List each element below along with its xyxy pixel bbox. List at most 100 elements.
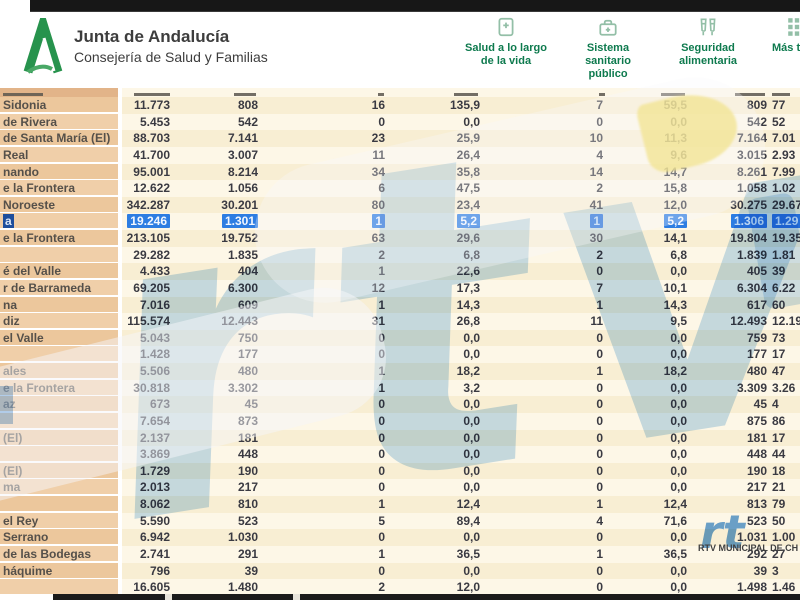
stat-cell[interactable]: 2 [596,181,603,196]
stat-cell[interactable]: 1.839 [736,247,767,262]
stat-cell[interactable]: 23 [371,131,385,146]
stat-cell[interactable]: 6 [378,181,385,196]
stat-cell[interactable]: 0 [596,347,603,362]
stat-cell[interactable]: 0 [596,413,603,428]
table-row[interactable]: Real 41.700 3.007 11 26,4 4 9,6 3.015 2.93 [0,146,800,164]
stat-cell[interactable]: 0 [378,413,385,428]
stat-cell[interactable]: 7.99 [772,164,796,179]
stat-cell[interactable]: 6.304 [736,280,767,295]
stat-cell[interactable]: 8.062 [139,497,170,512]
stat-cell[interactable]: 759 [746,330,767,345]
stat-cell[interactable]: 3.015 [736,147,767,162]
stat-cell[interactable]: 5.453 [139,114,170,129]
table-row[interactable]: Sidonia 11.773 808 16 135,9 7 59,5 809 77 [0,97,800,114]
stat-cell[interactable]: 86 [772,413,786,428]
stat-cell[interactable]: 0 [596,380,603,395]
stat-cell[interactable]: 3.309 [736,380,767,395]
stat-cell[interactable]: 1.729 [139,463,170,478]
stat-cell[interactable]: 14,3 [456,297,480,312]
stat-cell[interactable]: 177 [746,347,767,362]
stat-cell[interactable]: 3.26 [772,380,796,395]
stat-cell[interactable]: 5.590 [139,513,170,528]
stat-cell[interactable]: 0,0 [463,463,480,478]
stat-cell[interactable]: 3.869 [139,447,170,462]
stat-cell[interactable]: 1.81 [772,247,796,262]
table-row[interactable]: e la Frontera 12.622 1.056 6 47,5 2 15,8 1.058 1… [0,180,800,198]
stat-cell[interactable]: 0,0 [463,447,480,462]
stat-cell[interactable]: 0,0 [670,264,687,279]
stat-cell[interactable]: 405 [746,264,767,279]
stat-cell[interactable]: 7.01 [772,131,796,146]
stat-cell[interactable]: 88.703 [133,131,170,146]
stat-cell[interactable]: 0,0 [463,347,480,362]
stat-cell[interactable]: 6,8 [670,247,687,262]
stat-cell[interactable]: 1.030 [227,530,258,545]
stat-cell[interactable]: 750 [237,330,258,345]
stat-cell[interactable]: 0,0 [463,480,480,495]
stat-cell[interactable]: 12 [371,280,385,295]
stat-cell[interactable]: 7 [596,280,603,295]
stat-cell[interactable]: 47,5 [456,181,480,196]
stat-cell[interactable]: 47 [772,364,786,379]
table-row[interactable]: 1.428 177 0 0,0 0 0,0 177 17 [0,346,800,364]
stat-cell[interactable]: 1.00 [772,530,796,545]
stat-cell[interactable]: 41 [589,197,603,212]
stat-cell[interactable]: 11.773 [133,98,170,112]
stat-cell[interactable]: 1.480 [227,580,258,595]
stat-cell[interactable]: 0,0 [463,530,480,545]
stat-cell[interactable]: 7.654 [139,413,170,428]
stat-cell[interactable]: 7.141 [227,131,258,146]
stat-cell[interactable]: 12.19 [772,314,800,329]
stat-cell[interactable]: 0,0 [463,413,480,428]
stat-cell[interactable]: 19.804 [730,231,767,246]
stat-cell[interactable]: 5.043 [139,330,170,345]
stat-cell[interactable]: 25,9 [456,131,480,146]
stat-cell[interactable]: 36,5 [456,547,480,561]
stat-cell[interactable]: 875 [746,413,767,428]
stat-cell[interactable]: 69.205 [133,280,170,295]
stat-cell[interactable]: 0 [596,397,603,412]
stat-cell[interactable]: 0,0 [670,413,687,428]
stat-cell[interactable]: 1 [596,547,603,561]
stat-cell[interactable]: 19.35 [772,231,800,246]
stat-cell[interactable]: 617 [746,297,767,312]
stat-cell[interactable]: 609 [237,297,258,312]
stat-cell[interactable]: 7 [596,98,603,112]
municipality-name-cell[interactable]: háquime [0,562,118,579]
stat-cell[interactable]: 0 [596,447,603,462]
stat-cell[interactable]: 7.164 [736,131,767,146]
stat-cell[interactable]: 31 [371,314,385,329]
stat-cell[interactable]: 0,0 [463,330,480,345]
stat-cell[interactable]: 404 [237,264,258,279]
stat-cell[interactable]: 1.428 [139,347,170,362]
municipality-name-cell[interactable]: e la Frontera [0,230,118,247]
stat-cell[interactable]: 18,2 [456,364,480,379]
stat-cell[interactable]: 1 [533,213,603,230]
table-row[interactable]: el Rey 5.590 523 5 89,4 4 71,6 523 50 [0,512,800,530]
stat-cell[interactable]: 5,2 [617,213,687,230]
stat-cell[interactable]: 0,0 [670,330,687,345]
table-row[interactable]: 16.605 1.480 2 12,0 0 0,0 1.498 1.46 [0,579,800,597]
stat-cell[interactable]: 796 [149,563,170,578]
stat-cell[interactable]: 292 [746,547,767,561]
stat-cell[interactable]: 73 [772,330,786,345]
stat-cell[interactable]: 41.700 [133,147,170,162]
municipality-name-cell[interactable]: de Santa María (El) [0,130,118,147]
stat-cell[interactable]: 177 [237,347,258,362]
stat-cell[interactable]: 10,1 [663,280,687,295]
stat-cell[interactable]: 12.622 [133,181,170,196]
stat-cell[interactable]: 1.835 [227,247,258,262]
stat-cell[interactable]: 1 [378,547,385,561]
table-row[interactable]: (El) 2.137 181 0 0,0 0 0,0 181 17 [0,429,800,447]
stat-cell[interactable]: 813 [746,497,767,512]
stat-cell[interactable]: 0,0 [670,447,687,462]
stat-cell[interactable]: 63 [371,231,385,246]
table-row[interactable]: nando 95.001 8.214 34 35,8 14 14,7 8.261 7.99 [0,163,800,181]
stat-cell[interactable]: 1 [378,264,385,279]
stat-cell[interactable]: 14,7 [663,164,687,179]
table-row[interactable]: (El) 1.729 190 0 0,0 0 0,0 190 18 [0,462,800,480]
stat-cell[interactable]: 542 [746,114,767,129]
nav-salud-vida[interactable]: Salud a lo largo de la vida [451,16,561,68]
stat-cell[interactable]: 45 [753,397,767,412]
stat-cell[interactable]: 115.574 [127,314,170,329]
